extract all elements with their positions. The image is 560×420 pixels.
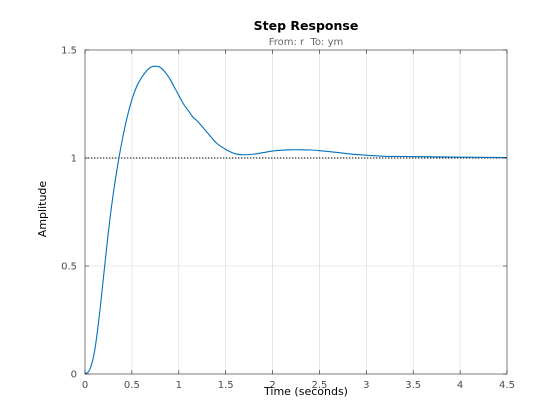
x-tick-label: 0 bbox=[82, 380, 88, 391]
x-tick-label: 1 bbox=[176, 380, 182, 391]
chart-title: Step Response bbox=[254, 18, 359, 33]
series-group bbox=[84, 65, 508, 375]
x-tick-label: 1.5 bbox=[218, 380, 234, 391]
x-tick-label: 2.5 bbox=[311, 380, 327, 391]
y-tick-label: 1.5 bbox=[61, 46, 77, 57]
x-tick-label: 4 bbox=[457, 380, 463, 391]
tick-marks bbox=[84, 49, 508, 375]
x-tick-label: 4.5 bbox=[499, 380, 515, 391]
x-tick-label: 3.5 bbox=[405, 380, 421, 391]
axes-box bbox=[84, 49, 508, 375]
x-tick-label: 0.5 bbox=[124, 380, 140, 391]
plot-background bbox=[85, 50, 507, 374]
y-axis-label: Amplitude bbox=[36, 181, 49, 238]
x-tick-label: 2 bbox=[269, 380, 275, 391]
y-tick-label: 0 bbox=[71, 370, 77, 381]
chart-subtitle: From: r To: ym bbox=[269, 37, 344, 48]
step-response-line bbox=[84, 65, 508, 375]
x-tick-label: 3 bbox=[363, 380, 369, 391]
y-tick-label: 1 bbox=[71, 154, 77, 165]
y-tick-label: 0.5 bbox=[61, 262, 77, 273]
x-axis-label: Time (seconds) bbox=[263, 385, 348, 398]
tick-labels: 0 0.5 1 1.5 2 2.5 3 3.5 4 4.5 0 0.5 1 1.5 bbox=[61, 46, 515, 392]
